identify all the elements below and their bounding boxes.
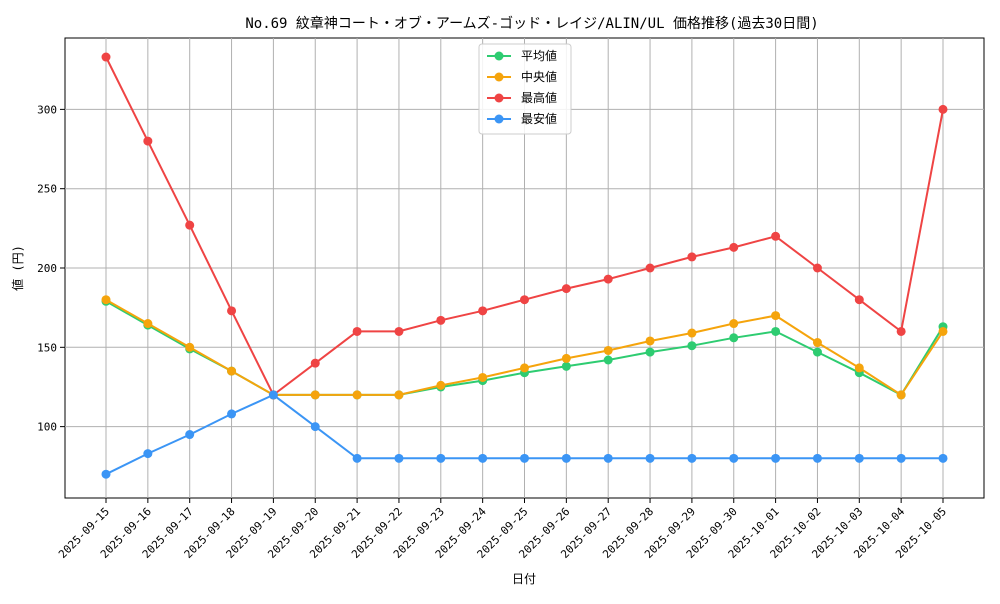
series-0-point xyxy=(812,347,822,357)
series-3-point xyxy=(101,469,111,479)
legend-swatch-marker xyxy=(494,51,504,61)
series-1-point xyxy=(687,328,697,338)
series-1-point xyxy=(143,319,153,329)
series-2-point xyxy=(478,306,488,316)
legend-label: 平均値 xyxy=(521,48,557,63)
series-1-point xyxy=(938,326,948,336)
series-1-point xyxy=(310,390,320,400)
series-3-point xyxy=(268,390,278,400)
series-2-point xyxy=(101,52,111,62)
series-1-point xyxy=(352,390,362,400)
series-2-point xyxy=(729,242,739,252)
series-3-point xyxy=(896,453,906,463)
series-2-point xyxy=(436,315,446,325)
series-3-point xyxy=(771,453,781,463)
series-1-point xyxy=(729,319,739,329)
series-1-point xyxy=(394,390,404,400)
series-3-point xyxy=(812,453,822,463)
series-3-point xyxy=(352,453,362,463)
series-3-point xyxy=(185,430,195,440)
series-2-point xyxy=(771,231,781,241)
y-tick-label: 300 xyxy=(37,103,57,116)
axis-ticks: 2025-09-152025-09-162025-09-172025-09-18… xyxy=(37,103,949,561)
y-tick-label: 150 xyxy=(37,341,57,354)
series-2-point xyxy=(812,263,822,273)
series-1-point xyxy=(561,353,571,363)
series-1-point xyxy=(520,363,529,373)
series-2-point xyxy=(645,263,655,273)
legend-swatch-marker xyxy=(494,93,504,103)
series-3-point xyxy=(729,453,739,463)
series-3-point xyxy=(603,453,613,463)
series-layer xyxy=(101,52,948,479)
series-0-point xyxy=(603,355,613,365)
legend-box xyxy=(478,43,572,135)
series-2-point xyxy=(561,284,571,294)
series-2-point xyxy=(185,220,195,230)
series-1-point xyxy=(812,338,822,348)
legend-swatch-marker xyxy=(494,114,504,124)
series-3-point xyxy=(561,453,571,463)
series-2-point xyxy=(854,295,864,305)
series-0-point xyxy=(729,333,739,343)
series-0-point xyxy=(561,361,571,371)
series-2-point xyxy=(394,326,404,336)
series-0-point xyxy=(771,326,781,336)
series-3-point xyxy=(938,453,948,463)
series-3-point xyxy=(645,453,655,463)
series-1-point xyxy=(436,380,446,390)
legend-swatch-marker xyxy=(494,72,504,82)
series-2-point xyxy=(603,274,613,284)
legend-label: 中央値 xyxy=(521,69,557,84)
series-3-point xyxy=(478,453,488,463)
series-0-point xyxy=(687,341,697,351)
series-3-point xyxy=(687,453,697,463)
x-axis-label: 日付 xyxy=(512,572,536,586)
series-1-point xyxy=(185,342,195,352)
series-3-point xyxy=(143,449,153,459)
series-1-point xyxy=(478,372,488,382)
y-axis-label: 値 (円) xyxy=(10,245,25,291)
series-3-point xyxy=(394,453,404,463)
series-3-point xyxy=(520,453,529,463)
series-3-point xyxy=(310,422,320,432)
series-1-point xyxy=(101,295,111,305)
series-3-point xyxy=(436,453,446,463)
y-tick-label: 200 xyxy=(37,262,57,275)
series-2-point xyxy=(687,252,697,262)
series-0-point xyxy=(645,347,655,357)
legend-label: 最高値 xyxy=(521,90,557,105)
series-2-point xyxy=(352,326,362,336)
series-1-point xyxy=(896,390,906,400)
legend-label: 最安値 xyxy=(521,111,557,126)
series-1-point xyxy=(227,366,237,376)
series-2-point xyxy=(143,136,153,146)
series-2-point xyxy=(896,326,906,336)
series-3-point xyxy=(854,453,864,463)
series-3-point xyxy=(227,409,237,419)
chart-title: No.69 紋章神コート・オブ・アームズ-ゴッド・レイジ/ALIN/UL 価格推… xyxy=(245,15,818,32)
series-2-point xyxy=(310,358,320,368)
series-1-point xyxy=(854,363,864,373)
series-1-point xyxy=(645,336,655,346)
series-2-point xyxy=(938,104,948,114)
series-2-point xyxy=(520,295,529,305)
series-1-point xyxy=(771,311,781,321)
series-1-point xyxy=(603,345,613,355)
y-tick-label: 250 xyxy=(37,183,57,196)
series-2-point xyxy=(227,306,237,316)
y-tick-label: 100 xyxy=(37,421,57,434)
